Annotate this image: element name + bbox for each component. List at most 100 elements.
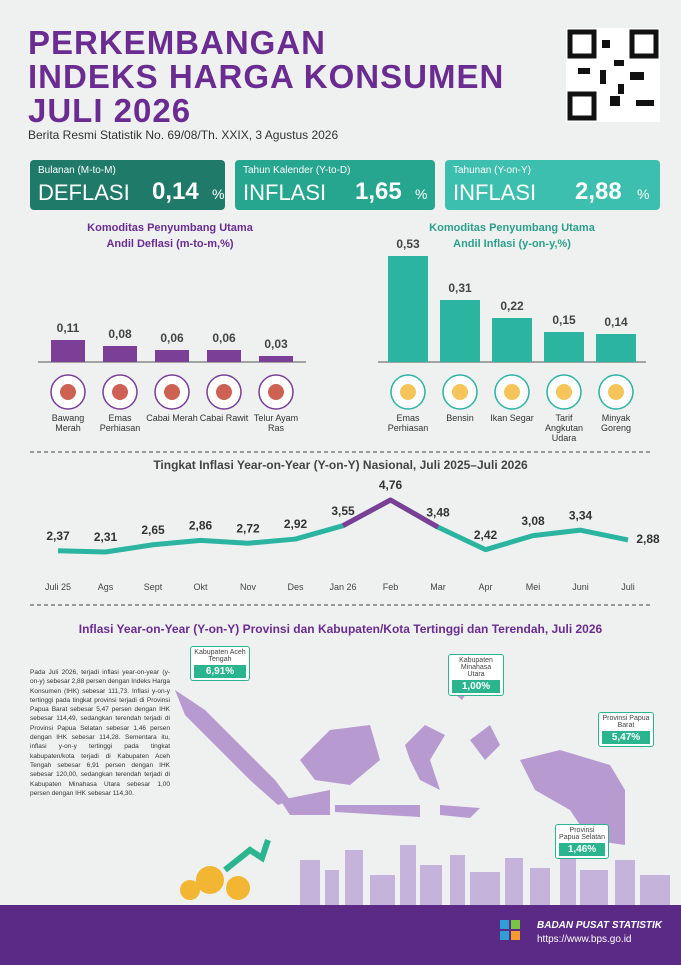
value-label: 3,08: [521, 514, 545, 528]
x-tick-label: Juli 25: [45, 582, 71, 592]
subtitle: Berita Resmi Statistik No. 69/08/Th. XXI…: [28, 128, 339, 142]
value-label: 2,42: [474, 528, 498, 542]
box-value: 1,65: [355, 178, 402, 205]
x-tick-label: Apr: [478, 582, 492, 592]
category-label: Cabai Rawit: [199, 413, 249, 423]
x-tick-label: Feb: [383, 582, 399, 592]
box-kind: DEFLASI: [38, 180, 130, 205]
chart-title: Tingkat Inflasi Year-on-Year (Y-on-Y) Na…: [153, 458, 528, 472]
stat-box: Tahun Kalender (Y-to-D) INFLASI 1,65 %: [235, 160, 435, 210]
box-unit: %: [415, 186, 428, 202]
callout-label: Provinsi Papua Barat: [602, 715, 650, 729]
value-label: 2,65: [141, 523, 165, 537]
value-label: 3,55: [331, 504, 355, 518]
bar: [103, 346, 137, 362]
x-tick-label: Jan 26: [329, 582, 356, 592]
x-tick-label: Okt: [193, 582, 208, 592]
value-label: 0,15: [552, 313, 576, 327]
callout: Provinsi Papua Selatan 1,46%: [555, 824, 609, 859]
footer-org: BADAN PUSAT STATISTIK: [537, 920, 662, 931]
value-label: 3,34: [569, 508, 593, 522]
category-label: Minyak Goreng: [600, 413, 632, 433]
category-label: Cabai Merah: [146, 413, 198, 423]
title-line: INDEKS HARGA KONSUMEN: [28, 58, 505, 95]
bar: [155, 350, 189, 362]
value-label: 2,31: [94, 530, 118, 544]
icon-inner: [268, 384, 284, 400]
title-line: PERKEMBANGAN: [28, 24, 327, 61]
skyline: [180, 839, 670, 905]
x-tick-label: Mar: [430, 582, 446, 592]
bps-logo: [500, 920, 520, 940]
title-line: JULI 2026: [28, 92, 192, 129]
box-unit: %: [212, 186, 225, 202]
icon-inner: [608, 384, 624, 400]
chart-heading: Komoditas Penyumbang Utama Andil Inflasi…: [362, 220, 662, 252]
callout-label: Kabupaten Aceh Tengah: [194, 649, 246, 663]
callout-value: 1,00%: [452, 680, 500, 693]
value-label: 0,31: [448, 281, 472, 295]
callout-label: Kabupaten Minahasa Utara: [459, 657, 493, 678]
map: [175, 665, 625, 845]
chart-heading: Komoditas Penyumbang Utama Andil Deflasi…: [20, 220, 320, 252]
category-label: Emas Perhiasan: [99, 413, 141, 433]
box-label: Tahunan (Y-on-Y): [453, 165, 532, 176]
icon-inner: [112, 384, 128, 400]
chart-title: Komoditas Penyumbang Utama: [429, 222, 595, 234]
value-label: 0,06: [212, 331, 236, 345]
value-label: 2,92: [284, 517, 308, 531]
bar: [207, 350, 241, 362]
callout: Kabupaten Minahasa Utara 1,00%: [448, 654, 504, 696]
icon-inner: [164, 384, 180, 400]
bar: [596, 334, 636, 362]
map-title: Inflasi Year-on-Year (Y-on-Y) Provinsi d…: [78, 622, 603, 636]
value-label: 0,06: [160, 331, 184, 345]
qr-code: [566, 28, 660, 122]
x-tick-label: Juni: [572, 582, 589, 592]
value-label: 0,14: [604, 315, 628, 329]
value-label: 0,11: [57, 321, 80, 335]
callout: Kabupaten Aceh Tengah 6,91%: [190, 646, 250, 681]
category-label: Ikan Segar: [490, 413, 534, 423]
bar: [259, 356, 293, 362]
icon-inner: [504, 384, 520, 400]
value-label: 0,08: [108, 327, 132, 341]
x-tick-label: Des: [287, 582, 304, 592]
chart-subtitle: Andil Deflasi (m-to-m,%): [106, 238, 234, 250]
icon-inner: [556, 384, 572, 400]
bar: [544, 332, 584, 362]
footer-url: https://www.bps.go.id: [537, 934, 632, 945]
box-value: 0,14: [152, 178, 199, 205]
chart-title: Komoditas Penyumbang Utama: [87, 222, 253, 234]
box-label: Tahun Kalender (Y-to-D): [243, 165, 351, 176]
value-label: 2,86: [189, 518, 213, 532]
icon-inner: [60, 384, 76, 400]
stat-box: Tahunan (Y-on-Y) INFLASI 2,88 %: [445, 160, 660, 210]
value-label: 2,37: [46, 529, 70, 543]
icon-inner: [216, 384, 232, 400]
icon-inner: [452, 384, 468, 400]
callout-label: Provinsi Papua Selatan: [559, 827, 605, 841]
x-tick-label: Ags: [98, 582, 114, 592]
chart-subtitle: Andil Inflasi (y-on-y,%): [453, 238, 571, 250]
value-label: 0,22: [500, 299, 524, 313]
category-label: Emas Perhiasan: [387, 413, 429, 433]
box-label: Bulanan (M-to-M): [38, 165, 116, 176]
icon-inner: [400, 384, 416, 400]
line: [57, 497, 629, 555]
line-highlight: [341, 497, 440, 530]
x-tick-label: Juli: [621, 582, 635, 592]
footer-band: [0, 905, 681, 965]
bar: [51, 340, 85, 362]
bar: [388, 256, 428, 362]
x-tick-label: Nov: [240, 582, 257, 592]
value-label: 4,76: [379, 478, 403, 492]
value-label: 2,72: [236, 521, 260, 535]
bar: [492, 318, 532, 362]
x-tick-label: Mei: [526, 582, 541, 592]
map-text: Pada Juli 2026, terjadi inflasi year-on-…: [30, 669, 170, 797]
callout: Provinsi Papua Barat 5,47%: [598, 712, 654, 747]
stat-box: Bulanan (M-to-M) DEFLASI 0,14 %: [30, 160, 225, 210]
bar: [440, 300, 480, 362]
